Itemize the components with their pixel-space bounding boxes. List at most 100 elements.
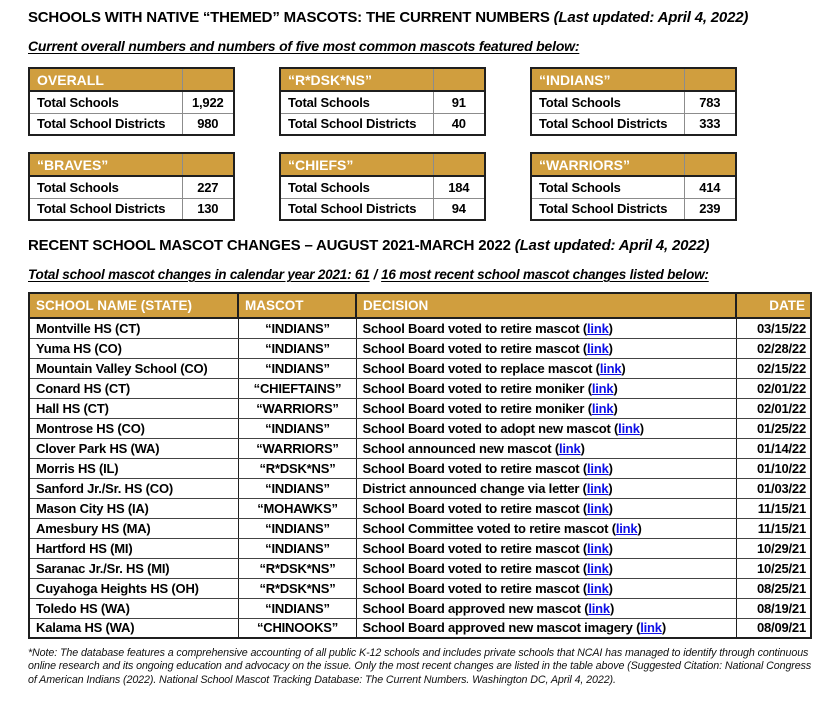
decision-link[interactable]: link [587, 540, 609, 556]
summary-row-label: Total School Districts [530, 197, 685, 221]
mascot-change-row: Conard HS (CT) “CHIEFTAINS” School Board v… [28, 377, 812, 399]
link-open-paren: ( [582, 320, 587, 336]
decision-cell: School Committee voted to retire mascot … [355, 517, 737, 539]
summary-table-row: Total Schools 414 [530, 175, 737, 199]
summary-table-row: Total Schools 91 [279, 90, 486, 114]
summary-table-braves: “BRAVES” Total Schools 227 Total School Dis… [28, 152, 235, 221]
summary-row-label: Total School Districts [28, 197, 183, 221]
mascot-changes-table: SCHOOL NAME (STATE) MASCOT DECISION DATE Mo… [28, 292, 812, 639]
decision-text: District announced change via letter [362, 480, 580, 496]
mascot-change-row: Montrose HS (CO) “INDIANS” School Board vo… [28, 417, 812, 439]
decision-link[interactable]: link [587, 340, 609, 356]
mascot-change-row: Clover Park HS (WA) “WARRIORS” School anno… [28, 437, 812, 459]
decision-text: School Board voted to retire moniker [362, 400, 585, 416]
decision-cell: School Board voted to retire mascot (lin… [355, 557, 737, 579]
summary-row-label: Total School Districts [28, 112, 183, 136]
column-header-date: DATE [735, 292, 812, 319]
link-close-paren: ) [608, 480, 613, 496]
link-close-paren: ) [608, 340, 613, 356]
date-cell: 08/19/21 [735, 597, 812, 619]
column-header-decision: DECISION [355, 292, 737, 319]
summary-row-label: Total School Districts [279, 112, 434, 136]
document-page: SCHOOLS WITH NATIVE “THEMED” MASCOTS: TH… [28, 9, 812, 686]
decision-text: School Board voted to retire mascot [362, 500, 580, 516]
decision-text: School Board voted to retire mascot [362, 560, 580, 576]
link-open-paren: ( [582, 580, 587, 596]
decision-cell: School Board voted to retire mascot (lin… [355, 497, 737, 519]
link-open-paren: ( [587, 380, 592, 396]
link-close-paren: ) [661, 620, 666, 636]
summary-table-title: “BRAVES” [28, 152, 183, 177]
summary-row-label: Total Schools [28, 175, 183, 199]
summary-row-value: 239 [683, 197, 737, 221]
mascot-cell: “R*DSK*NS” [237, 557, 357, 579]
summary-table-row: Total Schools 184 [279, 175, 486, 199]
decision-link[interactable]: link [591, 380, 614, 396]
summary-table-title: OVERALL [28, 67, 183, 92]
mascot-cell: “WARRIORS” [237, 397, 357, 419]
summary-table-rdskns: “R*DSK*NS” Total Schools 91 Total School Di… [279, 67, 486, 136]
decision-cell: School Board voted to retire mascot (lin… [355, 337, 737, 359]
decision-cell: School Board voted to retire moniker (li… [355, 377, 737, 399]
section2-title-updated: (Last updated: April 4, 2022) [514, 237, 710, 254]
summary-row-label: Total Schools [530, 90, 685, 114]
decision-link[interactable]: link [587, 580, 609, 596]
mascot-cell: “WARRIORS” [237, 437, 357, 459]
decision-cell: School Board approved new mascot (link) [355, 597, 737, 619]
summary-row-label: Total Schools [28, 90, 183, 114]
school-name-cell: Cuyahoga Heights HS (OH) [28, 577, 239, 599]
mascot-change-row: Sanford Jr./Sr. HS (CO) “INDIANS” District… [28, 477, 812, 499]
decision-link[interactable]: link [618, 420, 640, 436]
summary-table-title: “INDIANS” [530, 67, 685, 92]
date-cell: 10/29/21 [735, 537, 812, 559]
mascot-cell: “INDIANS” [237, 337, 357, 359]
decision-link[interactable]: link [599, 360, 622, 376]
link-close-paren: ) [608, 560, 613, 576]
decision-link[interactable]: link [640, 620, 662, 636]
link-close-paren: ) [613, 380, 618, 396]
page-title-text: SCHOOLS WITH NATIVE “THEMED” MASCOTS: TH… [28, 9, 550, 26]
school-name-cell: Mason City HS (IA) [28, 497, 239, 519]
summary-table-header-spacer [683, 152, 737, 177]
summary-row-value: 91 [432, 90, 486, 114]
school-name-cell: Sanford Jr./Sr. HS (CO) [28, 477, 239, 499]
mascot-change-row: Amesbury HS (MA) “INDIANS” School Committe… [28, 517, 812, 539]
date-cell: 02/15/22 [735, 357, 812, 379]
link-close-paren: ) [608, 460, 613, 476]
decision-link[interactable]: link [587, 500, 609, 516]
mascot-change-row: Hall HS (CT) “WARRIORS” School Board voted… [28, 397, 812, 419]
mascot-change-row: Mason City HS (IA) “MOHAWKS” School Board … [28, 497, 812, 519]
school-name-cell: Kalama HS (WA) [28, 617, 239, 639]
decision-link[interactable]: link [615, 520, 638, 536]
link-close-paren: ) [608, 500, 613, 516]
table-header-row: SCHOOL NAME (STATE) MASCOT DECISION DATE [28, 292, 812, 319]
decision-cell: School announced new mascot (link) [355, 437, 737, 459]
link-open-paren: ( [582, 460, 587, 476]
mascot-cell: “CHINOOKS” [237, 617, 357, 639]
school-name-cell: Amesbury HS (MA) [28, 517, 239, 539]
decision-link[interactable]: link [587, 560, 609, 576]
link-open-paren: ( [595, 360, 600, 376]
summary-table-overall: OVERALL Total Schools 1,922 Total School Di… [28, 67, 235, 136]
decision-link[interactable]: link [587, 460, 609, 476]
date-cell: 02/28/22 [735, 337, 812, 359]
summary-table-title: “WARRIORS” [530, 152, 685, 177]
summary-subtitle: Current overall numbers and numbers of f… [28, 38, 580, 54]
summary-row-value: 227 [181, 175, 235, 199]
page-title: SCHOOLS WITH NATIVE “THEMED” MASCOTS: TH… [28, 9, 812, 27]
link-open-paren: ( [587, 400, 592, 416]
mascot-change-row: Yuma HS (CO) “INDIANS” School Board voted … [28, 337, 812, 359]
decision-link[interactable]: link [587, 320, 609, 336]
summary-table-row: Total Schools 1,922 [28, 90, 235, 114]
summary-table-row: Total School Districts 94 [279, 197, 486, 221]
link-open-paren: ( [554, 440, 559, 456]
school-name-cell: Clover Park HS (WA) [28, 437, 239, 459]
decision-link[interactable]: link [586, 480, 609, 496]
decision-text: School Board voted to retire mascot [362, 340, 580, 356]
decision-link[interactable]: link [588, 600, 610, 616]
link-open-paren: ( [582, 500, 587, 516]
date-cell: 11/15/21 [735, 517, 812, 539]
decision-link[interactable]: link [591, 400, 614, 416]
decision-link[interactable]: link [558, 440, 581, 456]
mascot-cell: “INDIANS” [237, 517, 357, 539]
